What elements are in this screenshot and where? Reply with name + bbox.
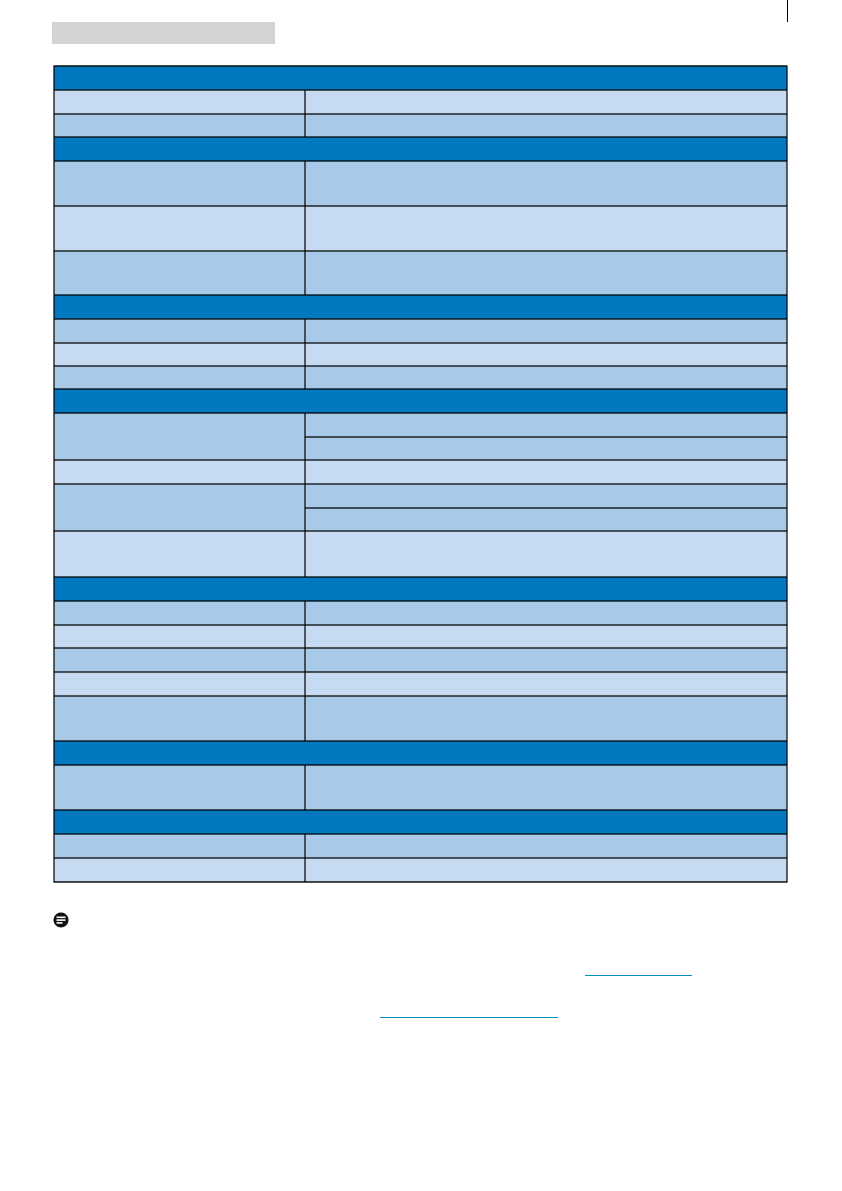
- table-row: [54, 251, 787, 295]
- section-header-row: [54, 295, 787, 319]
- table-row: [54, 765, 787, 810]
- section-header-row: [54, 577, 787, 601]
- table-row: [54, 648, 787, 672]
- table-row: [54, 858, 787, 882]
- section-header-row: [54, 137, 787, 161]
- table-row: [54, 625, 787, 648]
- section-header-row: [54, 66, 787, 90]
- section-header-row: [54, 389, 787, 413]
- note-icon: [53, 912, 69, 928]
- table-row: [54, 696, 787, 741]
- spec-table: [53, 65, 788, 883]
- table-row: [54, 90, 787, 114]
- table-row: [54, 531, 787, 577]
- section-header-row: [54, 810, 787, 834]
- table-row: [54, 460, 787, 484]
- table-row: [54, 672, 787, 696]
- table-row: [54, 366, 787, 389]
- table-row: [54, 161, 787, 206]
- section-header-row: [54, 741, 787, 765]
- section-heading-bar: [52, 22, 275, 44]
- table-border: [53, 65, 788, 883]
- table-row: [54, 114, 787, 137]
- table-row: [54, 834, 787, 858]
- table-row: [54, 206, 787, 251]
- table-row: [54, 319, 787, 343]
- table-row: [54, 601, 787, 625]
- table-row: [54, 343, 787, 366]
